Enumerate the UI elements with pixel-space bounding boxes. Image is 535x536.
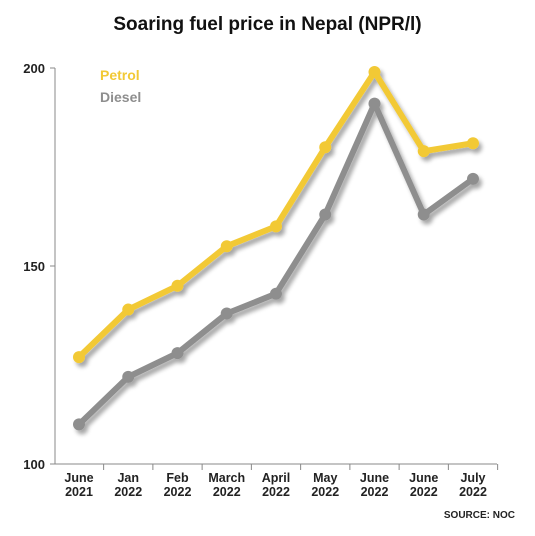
chart-title: Soaring fuel price in Nepal (NPR/l) — [113, 14, 422, 35]
legend-item-petrol: Petrol — [100, 67, 140, 83]
series-petrol — [73, 65, 479, 364]
data-point-diesel — [319, 208, 332, 221]
chart-axes: 100 150 200 June 2021 Jan 2022 Feb 2022 March 2022… — [23, 61, 499, 499]
y-tick-label: 150 — [23, 259, 45, 274]
data-point-petrol — [220, 240, 233, 253]
series-line-petrol — [76, 68, 476, 361]
data-point-diesel — [122, 370, 135, 383]
data-point-diesel — [270, 287, 282, 300]
legend-item-diesel: Diesel — [100, 89, 141, 105]
data-point-petrol — [319, 141, 332, 154]
data-point-diesel — [417, 208, 430, 221]
x-tick-label: May 2022 — [311, 471, 339, 499]
chart-legend: Petrol Diesel — [100, 67, 141, 105]
data-point-petrol — [122, 303, 135, 316]
y-tick-label: 200 — [23, 61, 45, 76]
series-line-diesel — [76, 100, 476, 428]
data-point-petrol — [171, 279, 184, 292]
x-tick-label: Jan 2022 — [114, 471, 142, 499]
data-point-diesel — [220, 307, 233, 320]
x-tick-label: June 2021 — [64, 471, 93, 499]
series-layer — [73, 65, 479, 431]
series-diesel — [73, 97, 479, 431]
y-tick-label: 100 — [23, 457, 45, 472]
x-tick-label: April 2022 — [262, 471, 290, 499]
data-point-diesel — [73, 418, 85, 431]
data-point-petrol — [270, 220, 282, 233]
data-point-petrol — [73, 351, 85, 364]
data-point-petrol — [467, 137, 479, 150]
x-tick-label: Feb 2022 — [164, 471, 192, 499]
data-point-diesel — [171, 347, 184, 360]
data-point-diesel — [368, 97, 381, 110]
data-point-petrol — [417, 145, 430, 158]
data-point-diesel — [467, 172, 479, 185]
x-tick-label: July 2022 — [459, 471, 487, 499]
data-point-petrol — [368, 65, 381, 78]
x-tick-label: June 2022 — [360, 471, 389, 499]
source-note: SOURCE: NOC — [443, 510, 515, 521]
x-tick-label: March 2022 — [208, 471, 245, 499]
x-tick-label: June 2022 — [409, 471, 438, 499]
